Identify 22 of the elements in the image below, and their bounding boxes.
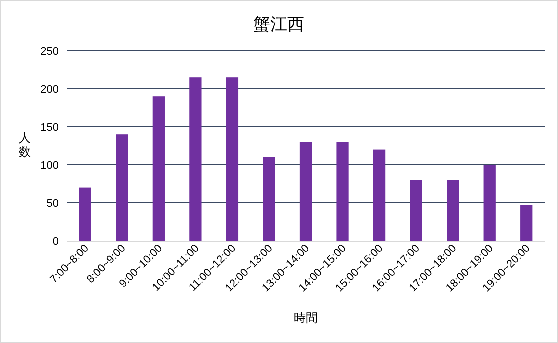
bar: [410, 180, 422, 241]
bar: [300, 142, 312, 241]
y-tick-label: 250: [40, 46, 59, 58]
chart-title: 蟹江西: [254, 15, 304, 34]
bar: [484, 165, 496, 241]
bar: [336, 142, 349, 241]
bar: [152, 96, 165, 241]
y-tick-label: 50: [46, 198, 59, 210]
x-axis-title: 時間: [294, 311, 318, 325]
y-tick-label: 200: [40, 84, 59, 96]
bar: [116, 134, 128, 241]
bar: [520, 205, 533, 241]
bar: [226, 78, 239, 241]
y-tick-label: 100: [40, 160, 59, 172]
bar: [373, 150, 386, 241]
bar: [447, 180, 460, 241]
bar: [79, 188, 92, 241]
y-tick-label: 150: [40, 122, 59, 134]
y-axis-title: 人数: [19, 131, 31, 159]
bar: [263, 157, 276, 241]
bar: [190, 78, 202, 241]
y-tick-label: 0: [52, 236, 59, 248]
